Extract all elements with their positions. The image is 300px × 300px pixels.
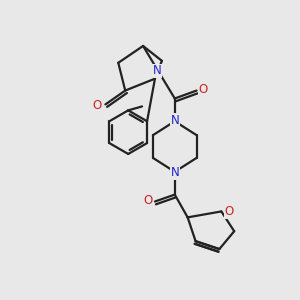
Text: O: O bbox=[199, 83, 208, 96]
Text: O: O bbox=[143, 194, 153, 207]
Text: O: O bbox=[225, 205, 234, 218]
Text: N: N bbox=[170, 114, 179, 127]
Text: N: N bbox=[170, 166, 179, 179]
Text: N: N bbox=[153, 64, 161, 77]
Text: O: O bbox=[93, 99, 102, 112]
